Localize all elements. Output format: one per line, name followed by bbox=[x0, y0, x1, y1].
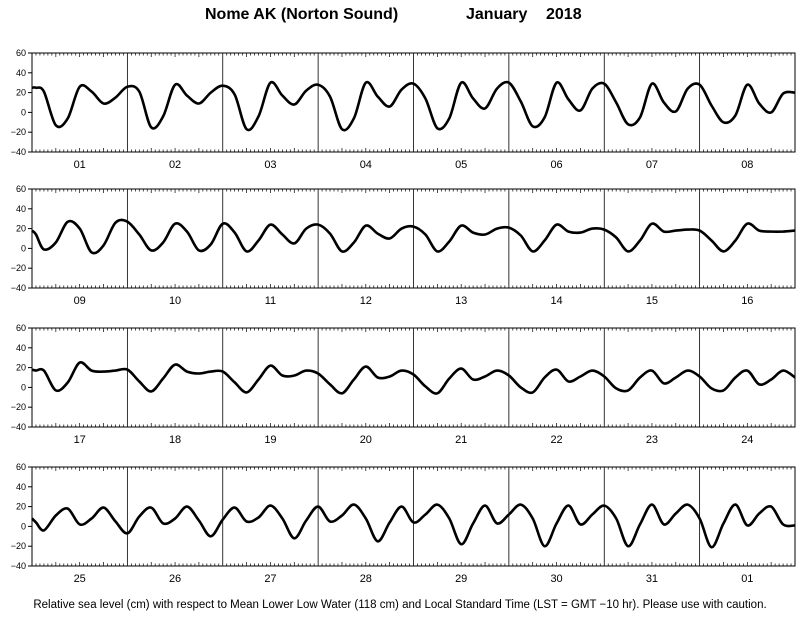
day-label: 08 bbox=[741, 159, 753, 171]
day-label: 05 bbox=[455, 159, 467, 171]
day-label: 10 bbox=[169, 295, 181, 307]
day-label: 29 bbox=[455, 573, 467, 585]
day-label: 21 bbox=[455, 434, 467, 446]
day-label: 26 bbox=[169, 573, 181, 585]
day-label: 16 bbox=[741, 295, 753, 307]
y-tick-label: 0 bbox=[21, 521, 26, 531]
y-tick-label: 20 bbox=[16, 224, 26, 234]
chart-panel-4: 60 40 20 0 −20 −40 25 26 27 28 29 30 31 01 bbox=[11, 462, 796, 585]
year-label: 2018 bbox=[546, 6, 582, 23]
day-label: 22 bbox=[550, 434, 562, 446]
day-label: 20 bbox=[360, 434, 372, 446]
y-tick-label: −40 bbox=[11, 561, 26, 571]
tide-series-line-2 bbox=[31, 218, 796, 255]
chart-panel-1: 60 40 20 0 −20 −40 01 02 03 04 05 06 07 08 bbox=[11, 48, 796, 171]
tide-series-line-4 bbox=[31, 503, 796, 549]
y-tick-label: 60 bbox=[16, 462, 26, 472]
day-label: 30 bbox=[550, 573, 562, 585]
day-label: 17 bbox=[74, 434, 86, 446]
day-label: 15 bbox=[646, 295, 658, 307]
y-tick-label: −40 bbox=[11, 422, 26, 432]
y-tick-label: 20 bbox=[16, 88, 26, 98]
y-tick-label: −20 bbox=[11, 541, 26, 551]
y-tick-label: 0 bbox=[21, 107, 26, 117]
y-tick-label: −20 bbox=[11, 402, 26, 412]
y-tick-label: 20 bbox=[16, 363, 26, 373]
day-label: 06 bbox=[550, 159, 562, 171]
y-tick-label: −40 bbox=[11, 147, 26, 157]
day-label: 14 bbox=[550, 295, 562, 307]
day-label: 13 bbox=[455, 295, 467, 307]
y-tick-label: 60 bbox=[16, 323, 26, 333]
station-name: Nome AK (Norton Sound) bbox=[205, 6, 399, 23]
chart-footnote: Relative sea level (cm) with respect to … bbox=[33, 599, 767, 611]
chart-title: Nome AK (Norton Sound) January 2018 bbox=[0, 6, 800, 28]
y-tick-label: 60 bbox=[16, 184, 26, 194]
y-tick-label: 60 bbox=[16, 48, 26, 58]
chart-panel-3: 60 40 20 0 −20 −40 17 18 19 20 21 22 23 24 bbox=[11, 323, 796, 446]
tide-series-line-1 bbox=[31, 80, 796, 132]
day-label: 09 bbox=[74, 295, 86, 307]
day-label: 27 bbox=[264, 573, 276, 585]
day-label: 24 bbox=[741, 434, 753, 446]
y-tick-label: 40 bbox=[16, 204, 26, 214]
y-tick-label: −20 bbox=[11, 263, 26, 273]
y-tick-label: 40 bbox=[16, 343, 26, 353]
day-label: 03 bbox=[264, 159, 276, 171]
y-tick-label: 0 bbox=[21, 243, 26, 253]
day-label: 11 bbox=[265, 295, 276, 307]
day-label: 12 bbox=[360, 295, 372, 307]
day-label: 25 bbox=[74, 573, 86, 585]
y-tick-label: 0 bbox=[21, 382, 26, 392]
day-label: 01 bbox=[741, 573, 753, 585]
y-tick-label: −40 bbox=[11, 283, 26, 293]
day-label: 07 bbox=[646, 159, 658, 171]
y-tick-label: 20 bbox=[16, 502, 26, 512]
y-tick-label: 40 bbox=[16, 482, 26, 492]
y-tick-label: −20 bbox=[11, 127, 26, 137]
chart-panel-2: 60 40 20 0 −20 −40 09 10 11 12 13 14 15 16 bbox=[11, 184, 796, 307]
y-tick-label: 40 bbox=[16, 68, 26, 78]
month-label: January bbox=[466, 6, 528, 23]
day-label: 31 bbox=[646, 573, 658, 585]
day-label: 28 bbox=[360, 573, 372, 585]
tide-series-line-3 bbox=[31, 361, 796, 395]
day-label: 23 bbox=[646, 434, 658, 446]
day-label: 18 bbox=[169, 434, 181, 446]
day-label: 04 bbox=[360, 159, 372, 171]
day-label: 02 bbox=[169, 159, 181, 171]
day-label: 01 bbox=[74, 159, 86, 171]
day-label: 19 bbox=[264, 434, 276, 446]
